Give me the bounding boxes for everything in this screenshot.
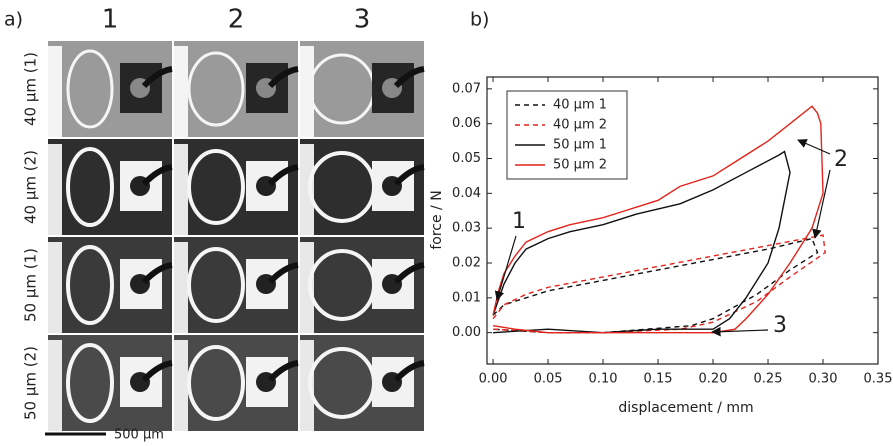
row-label: 40 µm (2) xyxy=(22,150,40,224)
y-tick-label: 0.00 xyxy=(452,325,481,340)
image-cell xyxy=(174,237,299,333)
clamp xyxy=(300,340,314,431)
legend-label: 50 µm 2 xyxy=(553,158,607,173)
x-tick-label: 0.25 xyxy=(754,372,783,387)
panel-label: a) xyxy=(4,9,23,31)
wire xyxy=(267,164,299,187)
row-label: 50 µm (1) xyxy=(22,248,40,322)
image-cell xyxy=(174,139,299,235)
column-label: 1 xyxy=(102,5,119,35)
clamp xyxy=(300,144,314,235)
x-tick-label: 0.00 xyxy=(479,372,508,387)
image-cell xyxy=(300,41,425,137)
y-tick-label: 0.02 xyxy=(452,255,481,270)
x-tick-label: 0.10 xyxy=(589,372,618,387)
wire xyxy=(393,262,425,285)
series-line xyxy=(492,105,824,334)
plot-frame xyxy=(486,76,879,365)
specimen-ring xyxy=(187,51,245,127)
clamp xyxy=(48,144,62,235)
legend-label: 50 µm 1 xyxy=(553,138,607,153)
x-tick-label: 0.05 xyxy=(534,372,563,387)
annotation: 2 xyxy=(834,147,848,172)
specimen-ring xyxy=(66,245,114,325)
x-tick-label: 0.15 xyxy=(644,372,673,387)
wire xyxy=(267,262,299,285)
y-tick-label: 0.03 xyxy=(452,221,481,236)
y-tick-label: 0.07 xyxy=(452,81,481,96)
image-cell xyxy=(300,139,425,235)
specimen-ring xyxy=(187,247,245,323)
y-tick-label: 0.06 xyxy=(452,116,481,131)
x-tick-label: 0.30 xyxy=(809,372,838,387)
image-cell xyxy=(174,41,299,137)
clamp xyxy=(174,144,188,235)
annotation-arrow xyxy=(494,235,517,301)
y-axis-label: force / N xyxy=(429,190,445,249)
specimen-ring xyxy=(66,49,114,129)
clamp xyxy=(48,242,62,333)
wire xyxy=(141,66,173,89)
wire xyxy=(267,360,299,383)
x-tick-label: 0.20 xyxy=(699,372,728,387)
column-label: 2 xyxy=(228,5,245,35)
specimen-ring xyxy=(187,149,245,225)
y-tick-label: 0.05 xyxy=(452,151,481,166)
clamp xyxy=(300,46,314,137)
clamp xyxy=(48,46,62,137)
clamp xyxy=(174,340,188,431)
wire xyxy=(267,66,299,89)
clamp xyxy=(174,242,188,333)
y-tick-label: 0.04 xyxy=(452,186,481,201)
legend-label: 40 µm 2 xyxy=(553,118,607,133)
image-cell xyxy=(48,335,173,431)
row-label: 40 µm (1) xyxy=(22,52,40,126)
wire xyxy=(393,66,425,89)
image-cell xyxy=(300,335,425,431)
clamp xyxy=(174,46,188,137)
image-cell xyxy=(48,237,173,333)
specimen-ring xyxy=(66,147,114,227)
image-grid xyxy=(48,41,425,431)
image-cell xyxy=(174,335,299,431)
series-line xyxy=(492,234,826,334)
wire xyxy=(141,164,173,187)
annotation: 3 xyxy=(773,313,787,338)
specimen-ring xyxy=(66,343,114,423)
wire xyxy=(393,164,425,187)
wire xyxy=(141,360,173,383)
panel-label: b) xyxy=(470,9,489,31)
annotation-arrow xyxy=(812,169,831,239)
clamp xyxy=(48,340,62,431)
scale-bar-label: 500 µm xyxy=(114,428,164,443)
wire xyxy=(141,262,173,285)
row-label: 50 µm (2) xyxy=(22,346,40,420)
legend-label: 40 µm 1 xyxy=(553,98,607,113)
clamp xyxy=(300,242,314,333)
column-label: 3 xyxy=(354,5,371,35)
annotation-arrow xyxy=(711,326,769,337)
series-line xyxy=(492,237,819,334)
image-cell xyxy=(300,237,425,333)
image-cell xyxy=(48,41,173,137)
specimen-ring xyxy=(187,345,245,421)
wire xyxy=(393,360,425,383)
x-tick-label: 0.35 xyxy=(864,372,893,387)
x-axis-label: displacement / mm xyxy=(618,400,753,416)
y-tick-label: 0.01 xyxy=(452,290,481,305)
image-cell xyxy=(48,139,173,235)
annotation-arrow xyxy=(797,139,831,155)
annotation: 1 xyxy=(512,209,526,234)
series-line xyxy=(492,150,791,334)
